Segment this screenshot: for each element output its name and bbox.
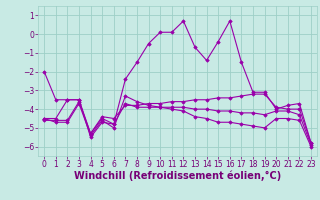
X-axis label: Windchill (Refroidissement éolien,°C): Windchill (Refroidissement éolien,°C) (74, 171, 281, 181)
